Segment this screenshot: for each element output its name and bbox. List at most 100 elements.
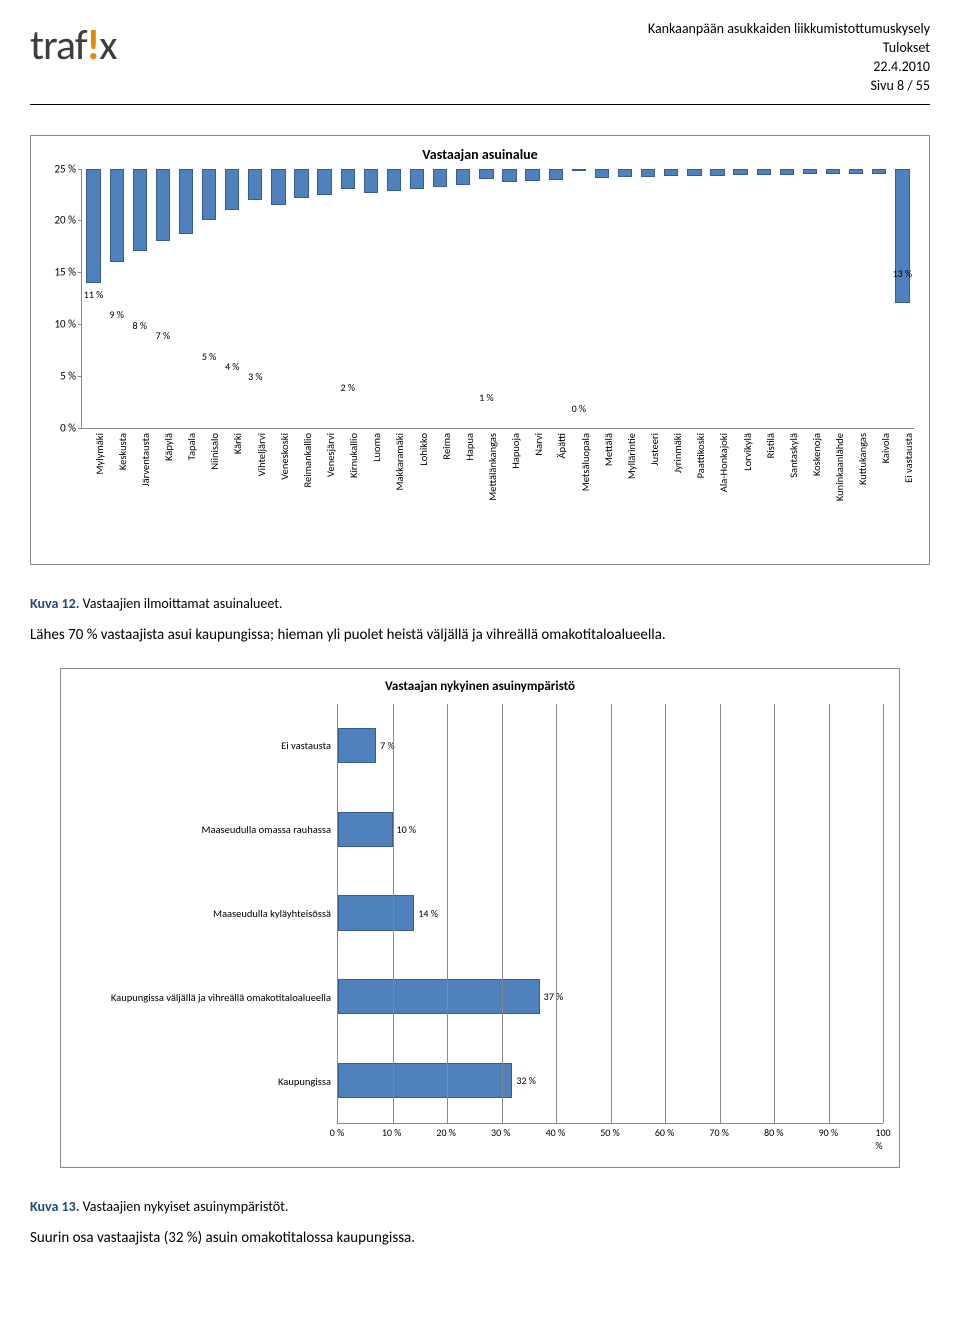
chart1-bar — [549, 169, 563, 180]
chart1-bar-col: 3 % — [244, 169, 267, 428]
caption-label: Kuva 13. — [30, 1198, 79, 1215]
chart2-plot: 7 %10 %14 %37 %32 % — [337, 704, 883, 1124]
chart1-bar-col — [452, 169, 475, 428]
chart2-category-label: Ei vastausta — [77, 704, 337, 788]
chart1-xlabels: MylymäkiKeskustaJärventaustaKäpyläTapala… — [81, 429, 914, 559]
chart1-bar — [641, 169, 655, 177]
chart1-bar — [502, 169, 516, 182]
chart1-bar — [572, 169, 586, 171]
chart2-bar-value: 14 % — [418, 907, 438, 920]
chart2-bar — [338, 895, 414, 930]
chart1-ytick: 15 % — [42, 266, 76, 279]
chart2-xtick: 10 % — [382, 1126, 402, 1139]
chart1-bar-value: 13 % — [893, 267, 913, 280]
chart2-category-label: Maaseudulla kyläyhteisössä — [77, 872, 337, 956]
chart1-bar — [595, 169, 609, 178]
chart1-bar — [849, 169, 863, 174]
chart1-bar — [317, 169, 331, 196]
chart2-xtick: 90 % — [819, 1126, 839, 1139]
chart1-bar — [456, 169, 470, 186]
chart1-bar — [271, 169, 285, 205]
chart2-body: Ei vastaustaMaaseudulla omassa rauhassaM… — [77, 704, 883, 1124]
chart1-bar-col — [498, 169, 521, 428]
chart1-bar-col — [267, 169, 290, 428]
caption-text: Vastaajien nykyiset asuinympäristöt. — [83, 1198, 289, 1215]
page: traf!x Kankaanpään asukkaiden liikkumist… — [0, 0, 960, 1291]
chart1-bar-col — [729, 169, 752, 428]
chart2-bar — [338, 979, 540, 1014]
chart1-bar-col — [313, 169, 336, 428]
chart1-bar-value: 11 % — [84, 288, 104, 301]
chart2-bar — [338, 812, 393, 847]
chart1-bar-col: 5 % — [198, 169, 221, 428]
chart1-bar — [618, 169, 632, 177]
chart1-bar — [179, 169, 193, 234]
chart1-bar-col: 7 % — [151, 169, 174, 428]
chart2-ylabels: Ei vastaustaMaaseudulla omassa rauhassaM… — [77, 704, 337, 1124]
caption-kuva13: Kuva 13. Vastaajien nykyiset asuinympäri… — [30, 1198, 930, 1215]
chart1-bar — [687, 169, 701, 176]
header-line-3: 22.4.2010 — [648, 58, 930, 77]
chart1-bar-col — [290, 169, 313, 428]
header-meta: Kankaanpään asukkaiden liikkumistottumus… — [648, 20, 930, 96]
chart1-bar — [895, 169, 909, 304]
chart1-bar — [757, 169, 771, 175]
chart2-xtick: 0 % — [330, 1126, 344, 1139]
chart1-plot: 11 %9 % 8 % 7 % 5 % 4 % 3 % 2 % 1 % 0 % 13 % 0 % 5… — [81, 169, 914, 429]
paragraph-1: Lähes 70 % vastaajista asui kaupungissa;… — [30, 626, 930, 644]
chart1-bars: 11 %9 % 8 % 7 % 5 % 4 % 3 % 2 % 1 % 0 % 13 % — [82, 169, 914, 428]
header-line-1: Kankaanpään asukkaiden liikkumistottumus… — [648, 20, 930, 39]
chart1-bar — [803, 169, 817, 174]
chart1-bar — [341, 169, 355, 190]
chart2-xtick: 20 % — [436, 1126, 456, 1139]
header-line-4: Sivu 8 / 55 — [648, 77, 930, 96]
chart2-xtick: 30 % — [491, 1126, 511, 1139]
chart1-bar-col — [752, 169, 775, 428]
chart1-bar — [86, 169, 100, 283]
chart1-bar — [156, 169, 170, 242]
chart1-bar-col — [775, 169, 798, 428]
chart2-xaxis: 0 %10 %20 %30 %40 %50 %60 %70 %80 %90 %1… — [337, 1124, 883, 1142]
chart1-ytick: 20 % — [42, 214, 76, 227]
chart2-bar — [338, 728, 376, 763]
chart2-xtick: 70 % — [709, 1126, 729, 1139]
caption-label: Kuva 12. — [30, 595, 79, 612]
chart-asuinymparisto: Vastaajan nykyinen asuinympäristö Ei vas… — [60, 668, 900, 1168]
chart1-bar-col — [174, 169, 197, 428]
chart1-bar-value: 8 % — [133, 319, 147, 332]
chart1-bar-col — [660, 169, 683, 428]
chart1-ytick: 0 % — [42, 421, 76, 434]
chart1-bar-value: 2 % — [341, 381, 355, 394]
chart1-bar-col — [521, 169, 544, 428]
chart2-xtick: 80 % — [764, 1126, 784, 1139]
logo-text-accent: ! — [87, 20, 100, 71]
chart1-bar-col — [798, 169, 821, 428]
chart1-bar — [225, 169, 239, 210]
chart1-bar-value: 3 % — [248, 370, 262, 383]
chart1-bar — [525, 169, 539, 181]
chart1-bar-col: 9 % — [105, 169, 128, 428]
chart-asuinalue: Vastaajan asuinalue 11 %9 %8 %7 %5 %4 %3… — [30, 135, 930, 565]
chart1-bar-value: 1 % — [479, 391, 493, 404]
chart1-bar-value: 5 % — [202, 350, 216, 363]
chart1-bar — [433, 169, 447, 188]
chart1-bar — [780, 169, 794, 175]
chart1-bar-col — [845, 169, 868, 428]
chart1-ytick: 5 % — [42, 369, 76, 382]
chart2-xtick: 60 % — [655, 1126, 675, 1139]
chart1-bar-col: 13 % — [891, 169, 914, 428]
chart1-bar-col — [822, 169, 845, 428]
chart2-bar-value: 32 % — [516, 1074, 536, 1087]
chart1-bar-value: 0 % — [572, 402, 586, 415]
chart2-title: Vastaajan nykyinen asuinympäristö — [77, 679, 883, 694]
chart2-category-label: Kaupungissa — [77, 1040, 337, 1124]
chart2-bar-value: 10 % — [397, 823, 417, 836]
chart1-bar-col — [359, 169, 382, 428]
chart1-bar — [410, 169, 424, 190]
chart1-bar-col — [637, 169, 660, 428]
chart1-bar-value: 4 % — [225, 360, 239, 373]
chart1-bar — [202, 169, 216, 221]
chart1-bar-col: 1 % — [475, 169, 498, 428]
chart1-bar — [110, 169, 124, 262]
chart2-bar-value: 37 % — [544, 990, 564, 1003]
